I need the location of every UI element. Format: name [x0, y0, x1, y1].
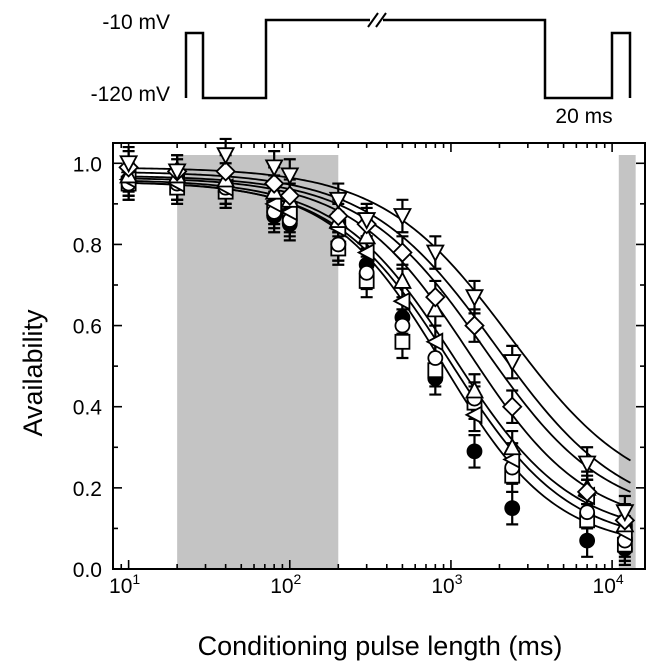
data-point-filled-circle [466, 443, 483, 460]
y-tick-label: 0.2 [73, 478, 102, 501]
y-tick-label: 0.8 [73, 234, 102, 257]
data-point-open-diamond [215, 161, 236, 182]
data-point-down-triangle [502, 354, 522, 372]
plot-frame [112, 142, 646, 570]
protocol-label-low: -120 mV [91, 83, 170, 106]
data-point-open-circle [579, 504, 596, 521]
data-point-down-triangle [392, 208, 412, 226]
data-point-filled-circle [579, 532, 596, 549]
fit-curve-3 [121, 177, 631, 509]
data-point-open-square [394, 333, 411, 350]
x-tick-label-base: 10 [270, 575, 293, 598]
data-point-up-triangle [357, 226, 377, 245]
fit-curve-4 [121, 175, 631, 493]
protocol-trace [184, 18, 632, 100]
data-point-open-circle [427, 350, 444, 366]
fit-curve-5 [121, 171, 631, 484]
data-point-down-triangle [119, 155, 139, 174]
data-point-down-triangle [216, 147, 236, 166]
data-point-left-triangle [392, 291, 411, 311]
data-point-open-diamond [464, 315, 485, 336]
data-point-open-diamond [576, 481, 598, 503]
data-point-left-triangle [279, 202, 298, 222]
data-point-open-circle [394, 317, 411, 334]
x-tick-label-base: 10 [593, 575, 616, 598]
data-point-open-diamond [425, 286, 446, 308]
x-tick-label: 104 [593, 571, 624, 598]
axis-break-mark [367, 12, 387, 28]
data-points [118, 147, 636, 557]
data-point-left-triangle [264, 194, 283, 214]
x-tick-label-base: 10 [109, 575, 132, 598]
data-point-down-triangle [464, 289, 484, 308]
data-point-down-triangle [577, 455, 597, 474]
y-axis-title: Availability [18, 309, 48, 437]
x-axis-title: Conditioning pulse length (ms) [198, 631, 563, 661]
x-tick-label-base: 10 [431, 575, 454, 598]
data-point-open-diamond [263, 173, 285, 194]
data-point-down-triangle [615, 504, 635, 523]
shaded-regions [177, 155, 636, 569]
fit-curve-6 [121, 167, 631, 462]
data-point-left-triangle [502, 449, 521, 469]
data-point-open-diamond [501, 396, 523, 417]
data-point-down-triangle [167, 163, 187, 182]
data-point-down-triangle [264, 159, 284, 178]
voltage-protocol: -10 mV -120 mV 20 ms [91, 11, 632, 128]
y-tick-label: 0.4 [73, 397, 103, 420]
x-tick-label-exponent: 4 [616, 571, 624, 587]
data-point-up-triangle [502, 437, 522, 456]
data-point-open-circle [330, 236, 347, 253]
data-point-down-triangle [328, 191, 348, 210]
protocol-duration-label: 20 ms [555, 105, 612, 128]
data-point-up-triangle [392, 271, 412, 289]
y-axis-ticks: 0.0 0.2 0.4 0.6 0.8 1.0 [73, 153, 645, 582]
shaded-region-1 [618, 155, 636, 569]
x-tick-label-exponent: 3 [455, 571, 463, 587]
x-axis-ticks: 101 102 103 104 [109, 143, 624, 598]
data-point-open-diamond [392, 242, 413, 263]
y-tick-label: 0.0 [73, 559, 102, 582]
data-point-left-triangle [464, 405, 483, 425]
data-point-open-diamond [328, 205, 349, 227]
protocol-label-high: -10 mV [102, 11, 170, 34]
data-point-down-triangle [425, 244, 445, 263]
x-tick-label-exponent: 1 [132, 571, 140, 587]
x-tick-label: 102 [270, 571, 301, 598]
x-tick-label: 101 [109, 571, 140, 598]
plot-area: 101 102 103 104 0.00.20.40.60.81.0 [73, 137, 646, 598]
data-point-down-triangle [280, 167, 300, 186]
data-point-left-triangle [356, 243, 375, 263]
data-point-up-triangle [464, 380, 484, 399]
x-tick-label-exponent: 2 [294, 571, 302, 587]
data-point-up-triangle [425, 299, 445, 318]
data-point-down-triangle [357, 212, 377, 230]
data-point-left-triangle [425, 332, 444, 352]
data-point-open-diamond [279, 185, 301, 207]
y-tick-label: 1.0 [73, 153, 102, 176]
data-point-open-circle [358, 264, 375, 281]
fit-curve-1 [121, 181, 631, 530]
shaded-region-0 [177, 155, 339, 569]
x-tick-label: 103 [431, 571, 462, 598]
y-tick-label: 0.6 [73, 316, 102, 339]
fit-curve-2 [121, 179, 631, 521]
data-point-filled-circle [504, 500, 521, 517]
fit-curves [121, 167, 631, 537]
